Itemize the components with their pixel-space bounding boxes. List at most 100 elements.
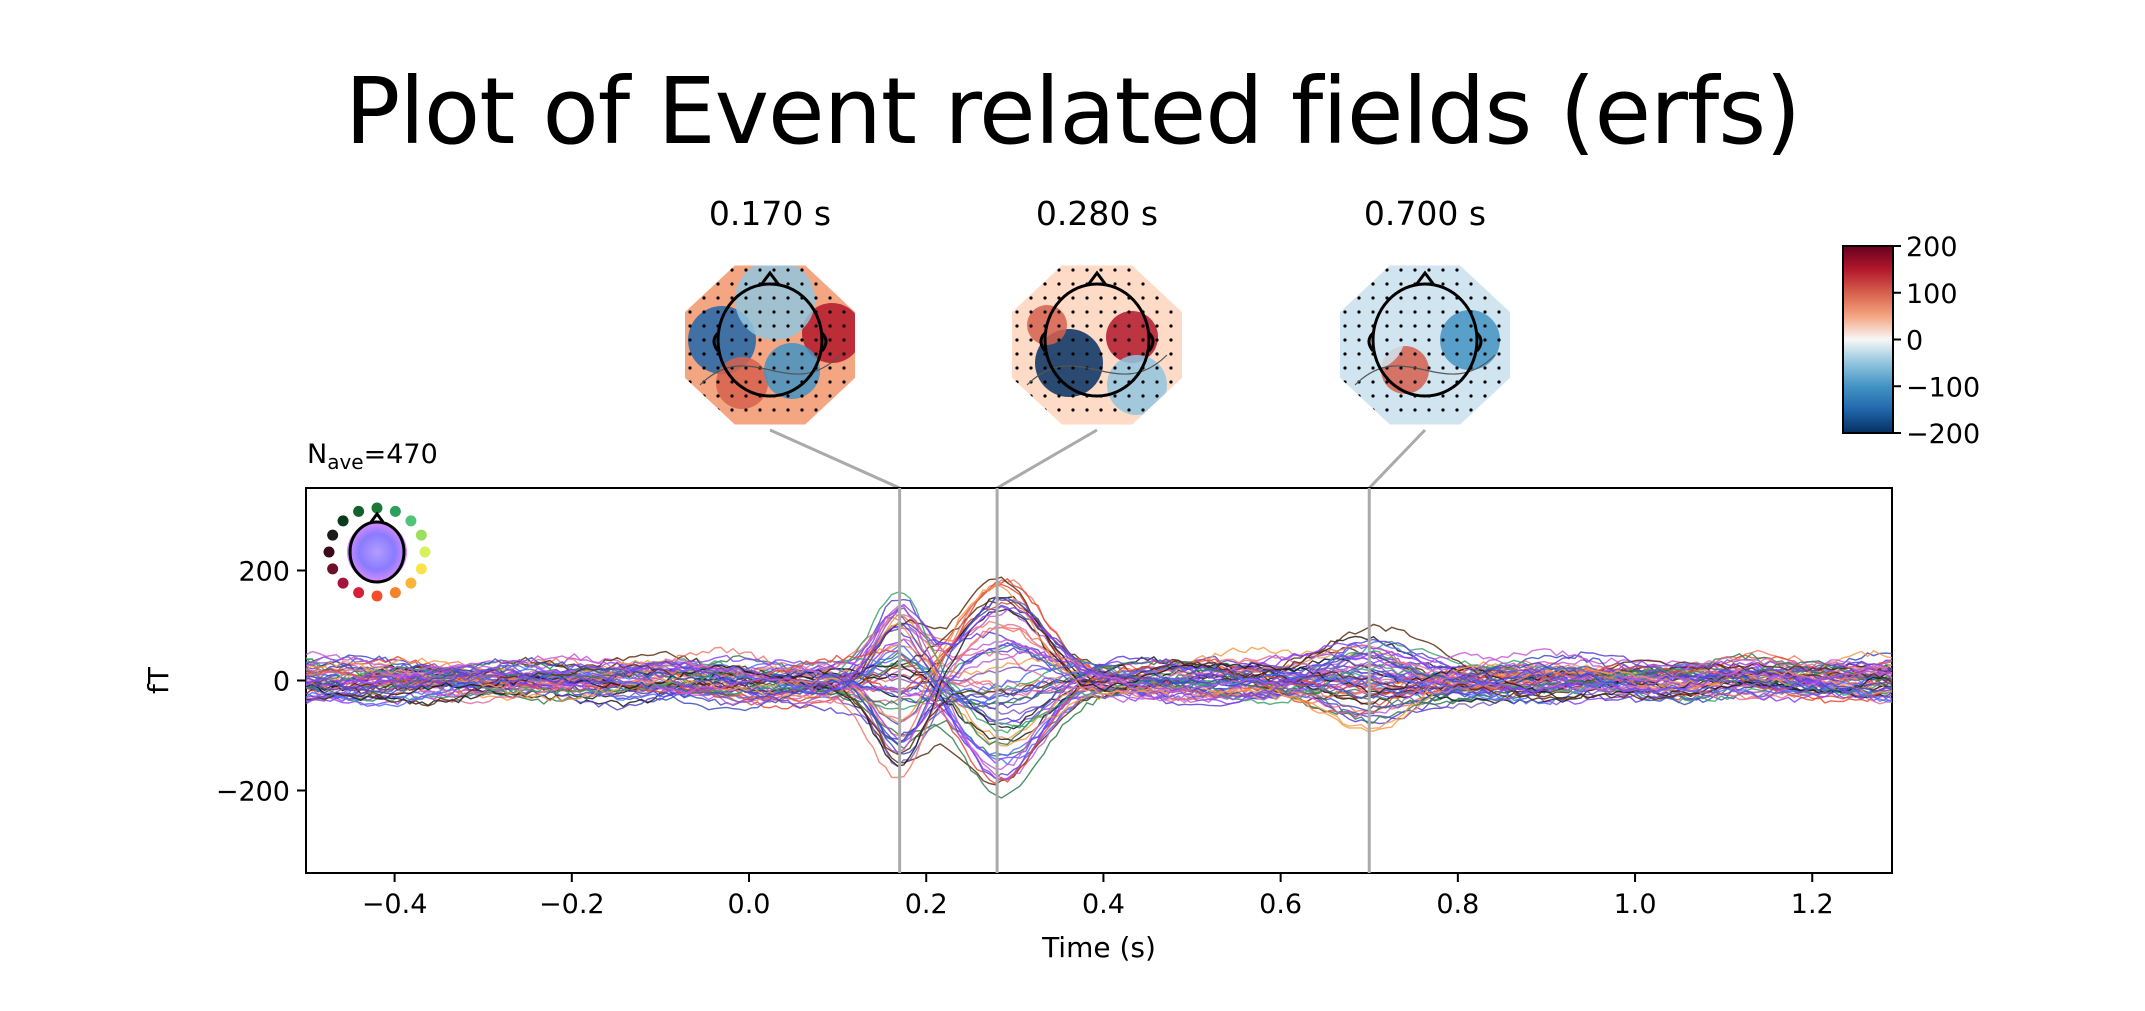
x-axis-label: Time (s) <box>1041 931 1156 964</box>
sensor-dot <box>744 296 748 300</box>
sensor-dot <box>730 282 734 286</box>
sensor-dot <box>1441 268 1445 272</box>
sensor-dot <box>702 338 706 342</box>
sensor-dot <box>1155 352 1159 356</box>
sensor-legend-dot <box>389 587 401 599</box>
sensor-dot <box>800 394 804 398</box>
sensor-dot <box>814 268 818 272</box>
sensor-dot <box>1343 394 1347 398</box>
sensor-dot <box>688 380 692 384</box>
sensor-dot <box>772 310 776 314</box>
sensor-dot <box>1413 352 1417 356</box>
sensor-dot <box>744 352 748 356</box>
sensor-dot <box>1029 296 1033 300</box>
sensor-dot <box>1099 380 1103 384</box>
sensor-dot <box>1169 352 1173 356</box>
sensor-dot <box>716 268 720 272</box>
sensor-dot <box>1343 268 1347 272</box>
sensor-dot <box>1357 310 1361 314</box>
sensor-dot <box>1371 282 1375 286</box>
sensor-dot <box>842 408 846 412</box>
x-tick-label: 1.0 <box>1614 889 1657 920</box>
sensor-dot <box>786 366 790 370</box>
sensor-dot <box>814 394 818 398</box>
sensor-dot <box>1071 282 1075 286</box>
sensor-dot <box>1455 394 1459 398</box>
sensor-dot <box>828 310 832 314</box>
sensor-dot <box>1155 268 1159 272</box>
sensor-dot <box>1057 394 1061 398</box>
sensor-dot <box>1357 408 1361 412</box>
sensor-dot <box>1413 380 1417 384</box>
sensor-dot <box>758 296 762 300</box>
sensor-dot <box>702 366 706 370</box>
sensor-dot <box>1015 282 1019 286</box>
sensor-dot <box>1469 268 1473 272</box>
sensor-dot <box>688 296 692 300</box>
sensor-dot <box>1029 352 1033 356</box>
sensor-dot <box>1441 310 1445 314</box>
topomap-connectors <box>769 428 1427 490</box>
contour <box>699 354 841 386</box>
y-tick-label: 0 <box>273 667 290 698</box>
sensor-dot <box>814 352 818 356</box>
sensor-dot <box>1483 310 1487 314</box>
trace <box>306 659 1893 755</box>
sensor-dot <box>1385 310 1389 314</box>
sensor-dot <box>730 394 734 398</box>
sensor-dot <box>842 380 846 384</box>
sensor-dot <box>1043 408 1047 412</box>
sensor-dot <box>1441 352 1445 356</box>
sensor-dot <box>1441 324 1445 328</box>
sensor-dot <box>1113 352 1117 356</box>
sensor-dot <box>1399 268 1403 272</box>
sensor-dot <box>730 338 734 342</box>
sensor-dot <box>1413 408 1417 412</box>
sensor-dot <box>1357 338 1361 342</box>
topomap-time-label: 0.280 s <box>1036 194 1158 233</box>
sensor-dot <box>1483 380 1487 384</box>
sensor-dot <box>1441 394 1445 398</box>
sensor-dot <box>786 380 790 384</box>
head-outline <box>716 282 824 398</box>
sensor-dot <box>814 282 818 286</box>
sensor-dot <box>1113 310 1117 314</box>
contour <box>1026 354 1168 386</box>
sensor-dot <box>1071 380 1075 384</box>
nave-annotation: Nave=470 <box>307 439 438 474</box>
topomap-blob <box>1106 311 1158 363</box>
colorbar-tick-label: −200 <box>1906 419 1980 450</box>
x-tick-label: 0.8 <box>1436 889 1479 920</box>
sensor-dot <box>800 310 804 314</box>
sensor-dot <box>786 268 790 272</box>
sensor-dot <box>1057 408 1061 412</box>
sensor-legend-dot <box>371 502 383 514</box>
sensor-dot <box>688 408 692 412</box>
sensor-dot <box>1399 408 1403 412</box>
sensor-dot <box>1141 352 1145 356</box>
sensor-dot <box>1399 380 1403 384</box>
sensor-dot <box>828 366 832 370</box>
sensor-dot <box>1015 380 1019 384</box>
topomap-time-label: 0.700 s <box>1364 194 1486 233</box>
sensor-dot <box>1113 296 1117 300</box>
sensor-legend-dot <box>327 563 339 575</box>
sensor-dot <box>716 408 720 412</box>
sensor-dot <box>1385 408 1389 412</box>
sensor-dot <box>1127 394 1131 398</box>
sensor-dot <box>842 324 846 328</box>
sensor-dot <box>688 366 692 370</box>
sensor-dot <box>1371 268 1375 272</box>
trace <box>305 655 1893 723</box>
sensor-dot <box>1169 380 1173 384</box>
sensor-dot <box>1127 324 1131 328</box>
sensor-dot <box>1343 296 1347 300</box>
sensor-dot <box>1169 394 1173 398</box>
sensor-dot <box>1127 282 1131 286</box>
left-ear <box>712 331 720 352</box>
sensor-dot <box>1455 310 1459 314</box>
connector <box>996 428 1098 490</box>
sensor-dot <box>1399 352 1403 356</box>
sensor-dot <box>758 380 762 384</box>
sensor-dot <box>828 394 832 398</box>
